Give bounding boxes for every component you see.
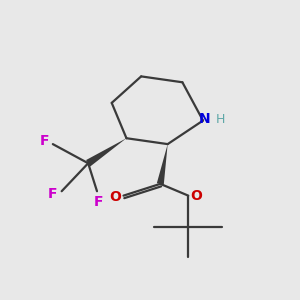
Text: O: O <box>109 190 121 204</box>
Text: F: F <box>94 194 103 208</box>
Text: H: H <box>215 113 225 127</box>
Text: O: O <box>190 189 202 202</box>
Text: N: N <box>199 112 210 126</box>
Text: F: F <box>40 134 49 148</box>
Text: F: F <box>47 187 57 201</box>
Polygon shape <box>157 144 168 184</box>
Polygon shape <box>86 138 126 167</box>
